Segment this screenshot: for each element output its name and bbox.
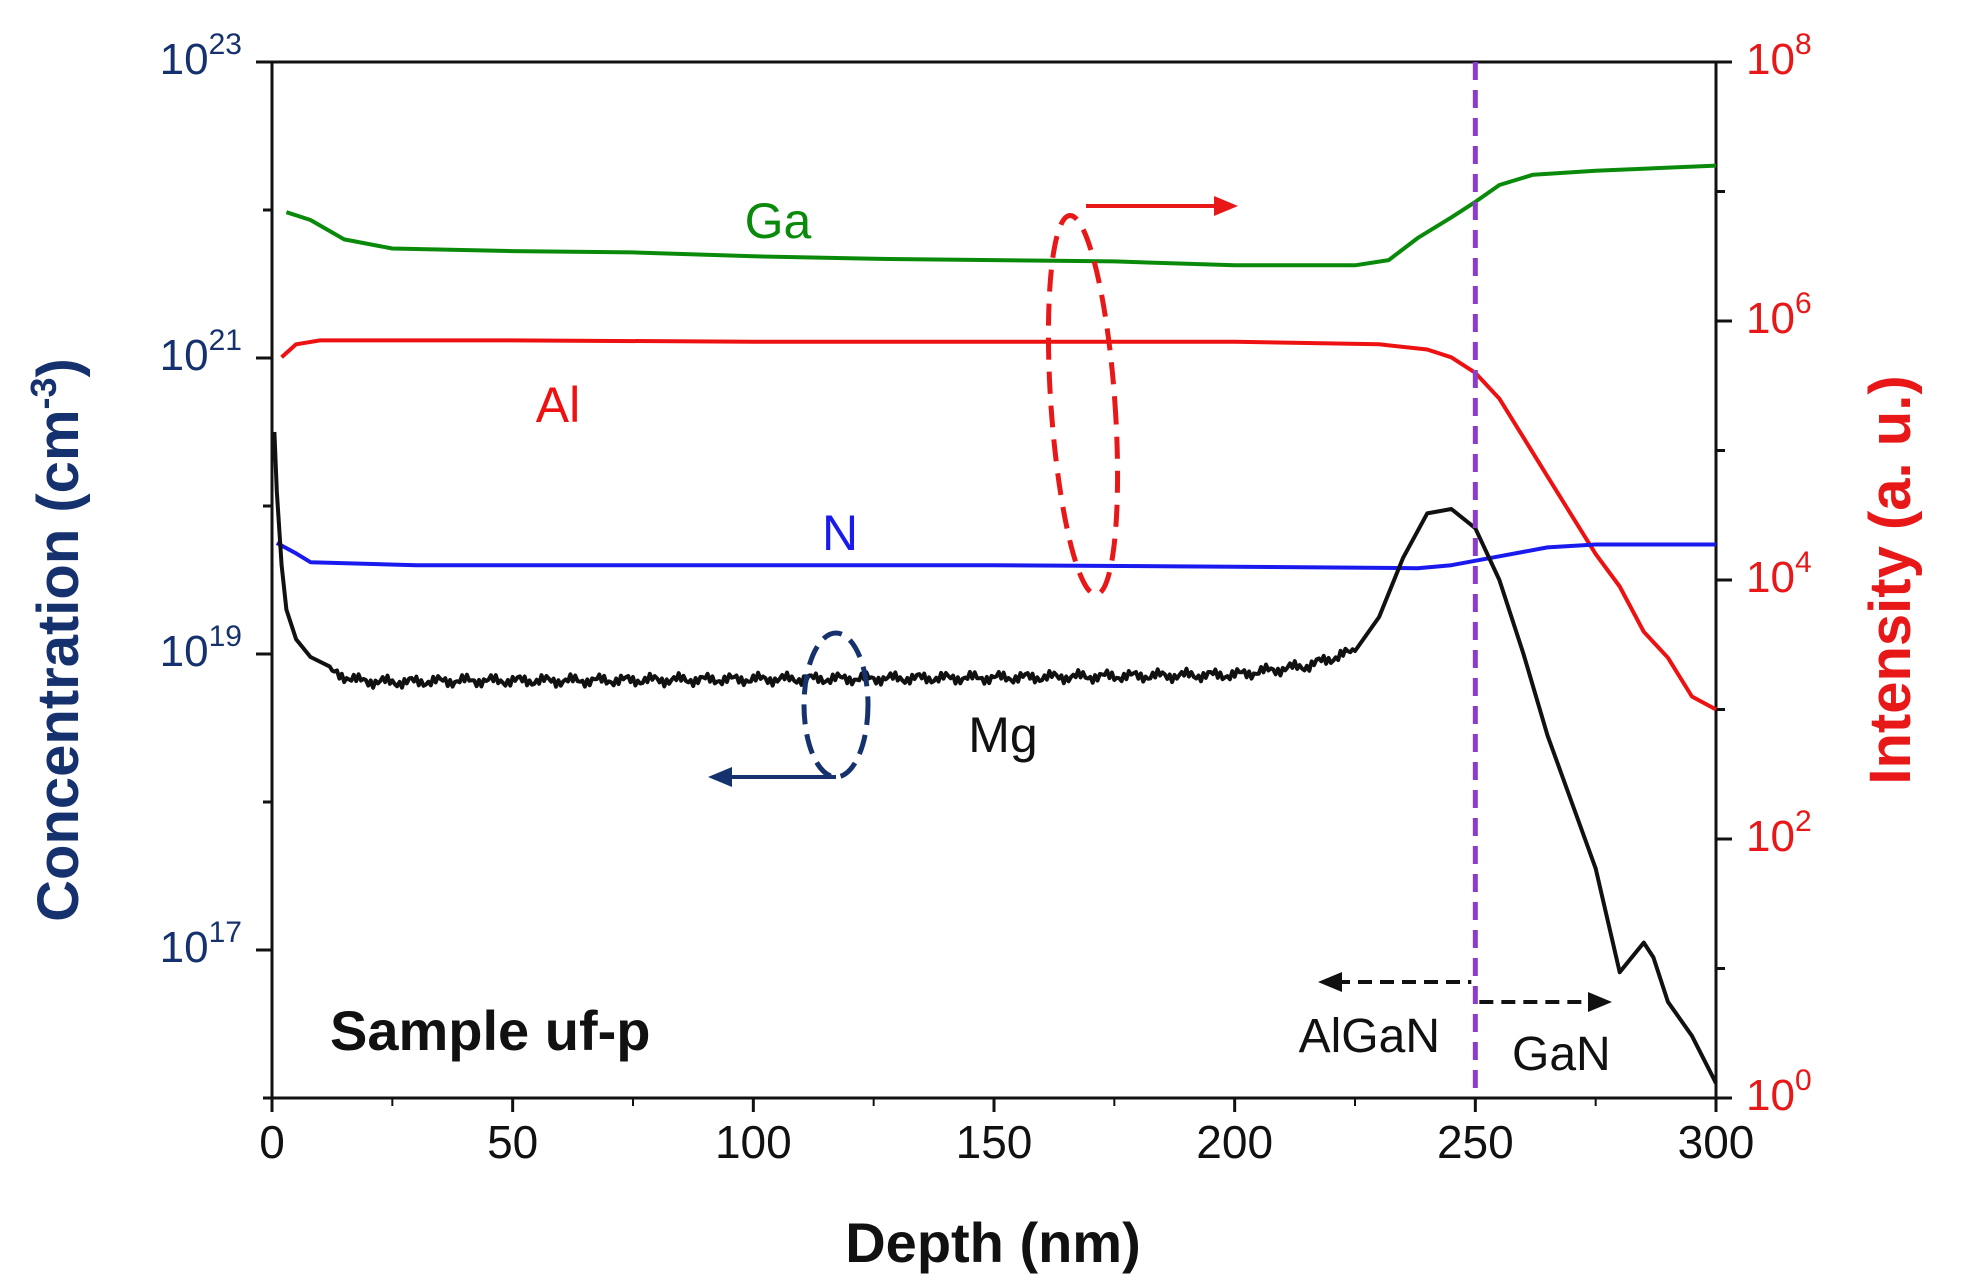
y-left-tick-label: 1023 xyxy=(160,28,242,84)
series-line-al xyxy=(280,338,1717,712)
gan-arrow-head xyxy=(1588,992,1612,1012)
tick-base: 10 xyxy=(1746,553,1795,602)
tick-exponent: 4 xyxy=(1795,546,1812,579)
y-right-tick-label: 102 xyxy=(1746,805,1812,861)
x-tick-label: 100 xyxy=(715,1116,792,1168)
x-tick-label: 150 xyxy=(956,1116,1033,1168)
annotation-layer xyxy=(708,62,1612,1098)
y-right-tick-label: 106 xyxy=(1746,287,1812,343)
y-left-title-close: ) xyxy=(26,358,91,377)
series-label-ga: Ga xyxy=(745,193,812,249)
x-tick-label: 50 xyxy=(487,1116,538,1168)
series-line-ga xyxy=(285,163,1717,268)
tick-base: 10 xyxy=(160,331,209,380)
x-tick-label: 200 xyxy=(1196,1116,1273,1168)
y-right-tick-label: 104 xyxy=(1746,546,1812,602)
tick-exponent: 6 xyxy=(1795,287,1812,320)
tick-exponent: 19 xyxy=(209,620,242,653)
x-axis: 0 50 100 150 200 250 300 xyxy=(259,1098,1754,1168)
tick-base: 10 xyxy=(1746,1071,1795,1120)
series-label-mg: Mg xyxy=(968,707,1037,763)
algan-arrow-head xyxy=(1318,972,1342,992)
y-right-tick-label: 108 xyxy=(1746,28,1812,84)
algan-label: AlGaN xyxy=(1299,1010,1440,1063)
tick-base: 10 xyxy=(160,627,209,676)
series-label-al: Al xyxy=(536,377,580,433)
tick-base: 10 xyxy=(1746,294,1795,343)
x-tick-label: 0 xyxy=(259,1116,285,1168)
tick-exponent: 21 xyxy=(209,324,242,357)
series-label-n: N xyxy=(822,505,858,561)
y-left-tick-label: 1019 xyxy=(160,620,242,676)
y-right-axis-title: Intensity (a. u.) xyxy=(1858,375,1923,784)
y-left-title-main: Concentration (cm xyxy=(26,409,91,921)
gan-label: GaN xyxy=(1512,1028,1611,1081)
right-arrow-head xyxy=(1214,196,1238,216)
right-axis-indicator-ellipse xyxy=(1045,212,1121,598)
x-tick-label: 300 xyxy=(1678,1116,1755,1168)
sample-label: Sample uf-p xyxy=(330,999,650,1062)
y-left-tick-label: 1021 xyxy=(160,324,242,380)
tick-exponent: 2 xyxy=(1795,805,1812,838)
y-left-axis-title: Concentration (cm-3) xyxy=(23,358,91,922)
y-right-tick-label: 100 xyxy=(1746,1064,1812,1120)
tick-exponent: 0 xyxy=(1795,1064,1812,1097)
tick-base: 10 xyxy=(160,35,209,84)
y-left-tick-label: 1017 xyxy=(160,916,242,972)
left-arrow-head xyxy=(708,767,732,787)
x-axis-title: Depth (nm) xyxy=(845,1211,1141,1274)
tick-exponent: 8 xyxy=(1795,28,1812,61)
tick-base: 10 xyxy=(1746,35,1795,84)
tick-base: 10 xyxy=(1746,812,1795,861)
left-axis-indicator-ellipse xyxy=(801,630,871,780)
x-tick-label: 250 xyxy=(1437,1116,1514,1168)
y-left-title-sup: -3 xyxy=(23,377,64,409)
series-line-n xyxy=(275,541,1716,571)
tick-exponent: 23 xyxy=(209,28,242,61)
series-layer xyxy=(272,163,1718,1085)
tick-exponent: 17 xyxy=(209,916,242,949)
series-line-mg xyxy=(272,431,1718,1085)
tick-base: 10 xyxy=(160,923,209,972)
